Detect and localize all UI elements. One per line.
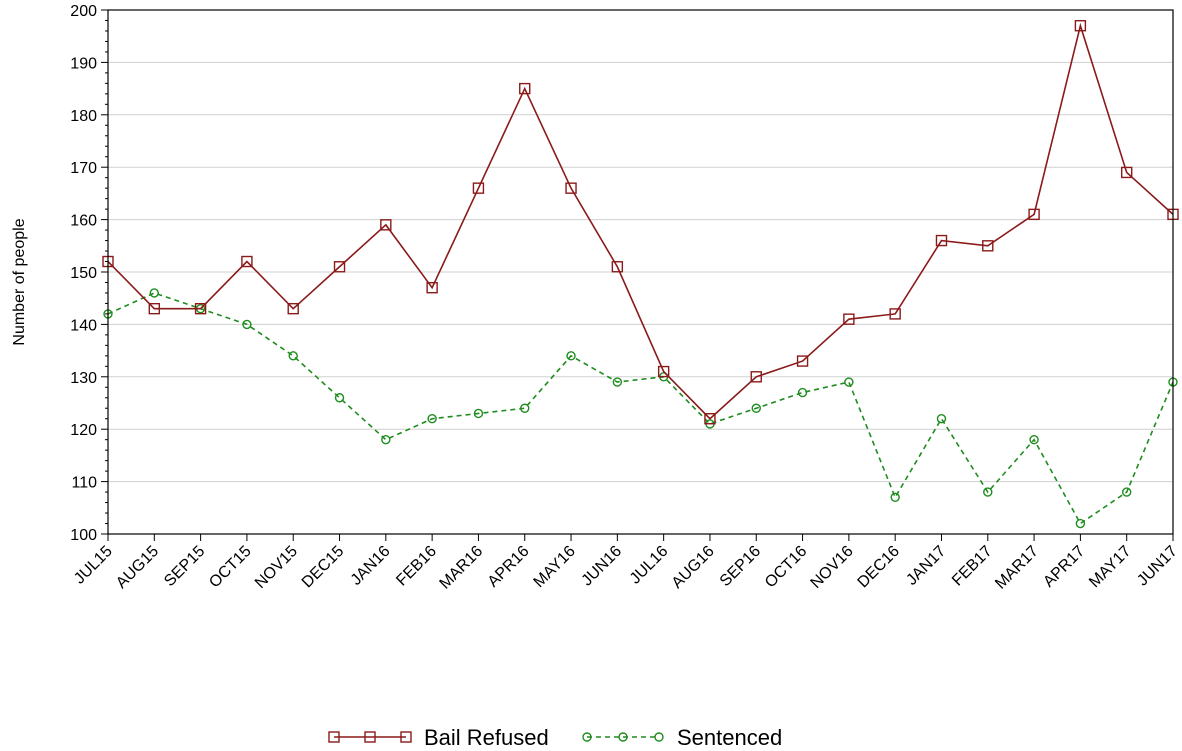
x-tick-label: APR16 xyxy=(485,543,533,591)
sentenced-point xyxy=(473,408,484,419)
x-tick-label: DEC16 xyxy=(855,543,904,592)
x-tick-label: OCT15 xyxy=(206,543,255,592)
sentenced-point xyxy=(890,492,900,503)
sentenced-line xyxy=(107,292,1174,525)
bail-refused-point xyxy=(333,261,346,273)
sentenced-point xyxy=(1029,434,1039,445)
y-tick-label: 190 xyxy=(70,55,97,72)
sentenced-point xyxy=(381,434,391,445)
sentenced-point xyxy=(1075,518,1086,529)
x-tick-label: MAR17 xyxy=(992,543,1042,593)
x-tick-label: NOV15 xyxy=(252,543,301,592)
legend-item-bail-refused: Bail Refused xyxy=(328,725,549,750)
legend-marker xyxy=(364,731,376,743)
y-axis-label: Number of people xyxy=(11,218,28,345)
legend-label: Sentenced xyxy=(677,725,782,750)
sentenced-point xyxy=(612,377,623,387)
x-tick-label: NOV16 xyxy=(808,543,857,592)
sentenced-point xyxy=(1121,487,1132,497)
x-tick-label: AUG15 xyxy=(113,543,162,592)
x-tick-label: MAY17 xyxy=(1086,543,1134,591)
x-tick-label: JUL15 xyxy=(71,543,116,588)
x-tick-label: JUN16 xyxy=(579,543,626,590)
y-tick-label: 100 xyxy=(70,527,97,544)
x-tick-label: MAR16 xyxy=(437,543,487,593)
bail-refused-point xyxy=(241,255,253,268)
bail-refused-point xyxy=(982,240,994,252)
legend-item-sentenced: Sentenced xyxy=(582,725,782,750)
bail-refused-point xyxy=(565,182,577,194)
x-tick-label: OCT16 xyxy=(762,543,811,592)
sentenced-point xyxy=(936,414,947,424)
bail-refused-point xyxy=(1120,166,1133,179)
bail-refused-point xyxy=(750,371,762,383)
y-tick-label: 170 xyxy=(70,160,97,177)
x-tick-label: JAN17 xyxy=(903,543,949,589)
sentenced-point xyxy=(149,288,160,298)
bail-refused-point xyxy=(611,261,624,273)
bail-refused-point xyxy=(287,302,299,315)
bail-refused-point xyxy=(935,234,948,247)
bail-refused-point xyxy=(843,313,855,325)
y-tick-label: 120 xyxy=(70,422,97,439)
sentenced-point xyxy=(427,414,437,424)
x-tick-label: DEC15 xyxy=(299,543,348,592)
x-tick-label: SEP15 xyxy=(161,543,208,590)
plot-frame xyxy=(107,9,1174,535)
sentenced-point xyxy=(334,393,345,403)
bail-refused-point xyxy=(704,413,716,425)
legend-label: Bail Refused xyxy=(424,725,549,750)
bail-refused-series xyxy=(102,20,1179,425)
bail-refused-point xyxy=(1074,20,1087,32)
x-tick-label: JUL16 xyxy=(627,543,672,588)
y-tick-label: 110 xyxy=(71,475,97,492)
sentenced-point xyxy=(520,403,530,413)
bail-refused-point xyxy=(194,302,207,315)
x-tick-label: FEB16 xyxy=(393,543,440,590)
bail-refused-point xyxy=(519,82,531,95)
bail-refused-point xyxy=(380,219,392,231)
bail-refused-point xyxy=(657,365,670,378)
gridlines xyxy=(108,9,1173,483)
bail-refused-point xyxy=(148,302,161,315)
sentenced-point xyxy=(983,487,993,497)
legend-marker xyxy=(654,732,664,742)
y-tick-label: 180 xyxy=(70,108,97,125)
y-tick-label: 150 xyxy=(70,265,97,282)
bail-refused-point xyxy=(426,282,438,294)
x-tick-label: MAY16 xyxy=(531,543,579,591)
sentenced-point xyxy=(751,403,761,413)
bail-refused-point xyxy=(796,355,809,367)
sentenced-point xyxy=(242,319,252,330)
bail-refused-point xyxy=(472,182,485,194)
legend-marker xyxy=(400,731,412,743)
y-axis: 100 110 120 130 140 150 160 170 180 190 200 xyxy=(70,3,108,544)
legend-marker xyxy=(582,732,592,742)
bail-refused-point xyxy=(1028,208,1040,221)
sentenced-point xyxy=(844,377,854,387)
sentenced-point xyxy=(566,351,576,361)
legend-marker xyxy=(618,732,628,742)
bail-refused-point xyxy=(889,308,901,320)
sentenced-point xyxy=(797,387,808,398)
legend: Bail Refused Sentenced xyxy=(328,725,782,750)
sentenced-point xyxy=(288,351,298,361)
y-tick-label: 140 xyxy=(70,317,97,334)
bail-refused-line xyxy=(107,22,1174,420)
y-tick-label: 200 xyxy=(70,3,97,20)
legend-marker xyxy=(328,731,340,743)
series-group xyxy=(102,20,1179,529)
x-tick-label: APR17 xyxy=(1040,543,1088,591)
x-tick-label: FEB17 xyxy=(949,543,996,590)
y-tick-label: 160 xyxy=(70,213,97,230)
x-tick-label: SEP16 xyxy=(717,543,764,590)
y-tick-label: 130 xyxy=(70,370,97,387)
x-tick-label: JUN17 xyxy=(1134,543,1181,590)
x-tick-label: JAN16 xyxy=(348,543,394,589)
x-tick-label: AUG16 xyxy=(669,543,718,592)
